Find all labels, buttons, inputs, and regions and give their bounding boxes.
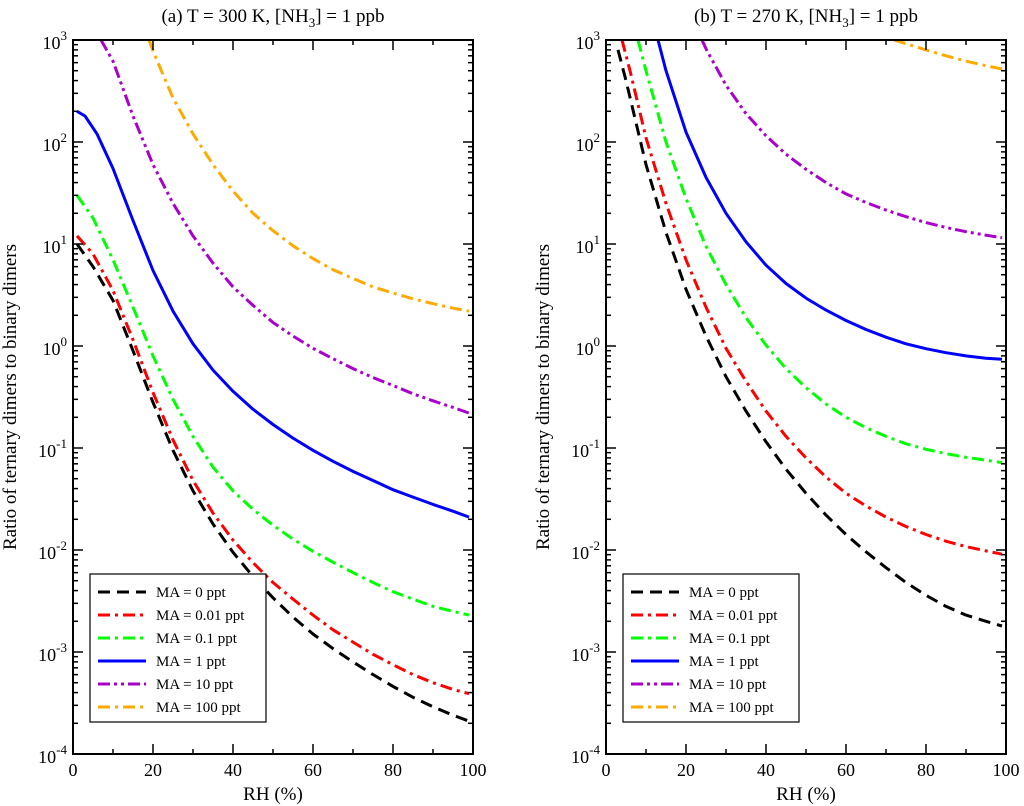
panel-a-ytick-label-4: 100	[43, 334, 68, 359]
panel-a-ytick-label-3: 10-1	[38, 436, 67, 461]
panel-b-legend-label-2: MA = 0.1 ppt	[689, 631, 771, 647]
panel-b-legend-label-4: MA = 10 ppt	[689, 677, 767, 693]
panel-a-legend: MA = 0 ppt MA = 0.01 ppt MA = 0.1 ppt MA = …	[89, 573, 267, 723]
panel-b-ytick-label-7: 103	[576, 28, 601, 53]
panel-a-title: (a) T = 300 K, [NH3] = 1 ppb	[161, 6, 384, 30]
panel-a-legend-label-2: MA = 0.1 ppt	[156, 631, 238, 647]
panel-b-xlabel: RH (%)	[776, 784, 836, 805]
panel-b-series-3	[656, 40, 1003, 361]
panel-b-series-2	[636, 40, 1003, 465]
panel-a: (a) T = 300 K, [NH3] = 1 ppb 0 20 40 60 80 10…	[0, 6, 487, 805]
panel-b-series-1	[620, 40, 1003, 556]
panel-b-xtick-label-80: 80	[917, 760, 935, 780]
panel-a-legend-label-3: MA = 1 ppt	[156, 654, 227, 670]
panel-b-plot-frame	[605, 39, 1007, 755]
panel-b-legend-box	[622, 573, 800, 723]
panel-a-ytick-label-6: 102	[43, 130, 68, 155]
panel-b-title: (b) T = 270 K, [NH3] = 1 ppb	[694, 6, 918, 30]
panel-a-xtick-label-0: 0	[69, 760, 78, 780]
panel-a-legend-box	[89, 573, 267, 723]
panel-a-series-2	[75, 194, 470, 617]
panel-a-ytick-label-0: 10-4	[38, 742, 67, 767]
panel-b-xtick-label-100: 100	[993, 760, 1020, 780]
panel-a-series-1	[75, 234, 470, 696]
panel-b-ytick-label-0: 10-4	[571, 742, 600, 767]
panel-b-legend-label-3: MA = 1 ppt	[689, 654, 760, 670]
panel-a-legend-label-5: MA = 100 ppt	[156, 700, 242, 716]
panel-a-ytick-label-7: 103	[43, 28, 68, 53]
panel-a-curves	[75, 40, 470, 723]
panel-a-legend-label-4: MA = 10 ppt	[156, 677, 234, 693]
panel-a-xtick-label-40: 40	[224, 760, 242, 780]
panel-a-series-4	[99, 40, 470, 415]
panel-b-ytick-label-5: 101	[576, 232, 601, 257]
panel-b-legend-label-5: MA = 100 ppt	[689, 700, 775, 716]
panel-a-series-5	[147, 40, 470, 313]
panel-b-xtick-label-0: 0	[602, 760, 611, 780]
panel-b-ylabel: Ratio of ternary dimers to binary dimers	[533, 244, 554, 550]
panel-b-series-4	[700, 40, 1003, 240]
panel-a-xtick-label-100: 100	[460, 760, 487, 780]
panel-b-ytick-label-3: 10-1	[571, 436, 600, 461]
panel-a-xtick-label-20: 20	[144, 760, 162, 780]
panel-b-xtick-label-60: 60	[837, 760, 855, 780]
panel-a-plot-frame	[72, 39, 474, 755]
panel-a-ytick-label-2: 10-2	[38, 538, 67, 563]
panel-b-ytick-label-6: 102	[576, 130, 601, 155]
panel-a-legend-label-1: MA = 0.01 ppt	[156, 608, 245, 624]
panel-a-ylabel: Ratio of ternary dimers to binary dimers	[0, 244, 21, 550]
panel-b-series-5	[893, 40, 1003, 71]
panel-b-legend: MA = 0 ppt MA = 0.01 ppt MA = 0.1 ppt MA = …	[622, 573, 800, 723]
panel-b-legend-label-0: MA = 0 ppt	[689, 585, 760, 601]
panel-b-ytick-label-2: 10-2	[571, 538, 600, 563]
panel-b-ytick-label-1: 10-3	[571, 640, 600, 665]
panel-a-series-0	[75, 243, 470, 723]
panel-b-curves	[616, 40, 1003, 628]
panel-a-xtick-label-80: 80	[384, 760, 402, 780]
panel-a-series-3	[76, 110, 470, 519]
panel-b-xtick-label-40: 40	[757, 760, 775, 780]
panel-a-legend-label-0: MA = 0 ppt	[156, 585, 227, 601]
panel-a-xlabel: RH (%)	[243, 784, 303, 805]
panel-b-ytick-label-4: 100	[576, 334, 601, 359]
panel-a-ytick-label-5: 101	[43, 232, 68, 257]
panel-b-legend-label-1: MA = 0.01 ppt	[689, 608, 778, 624]
panel-b: (b) T = 270 K, [NH3] = 1 ppb 0 20 40 60 80 10…	[533, 6, 1020, 805]
panel-a-ytick-label-1: 10-3	[38, 640, 67, 665]
panel-b-series-0	[616, 49, 1003, 628]
panel-b-xtick-label-20: 20	[677, 760, 695, 780]
panel-a-xtick-label-60: 60	[304, 760, 322, 780]
